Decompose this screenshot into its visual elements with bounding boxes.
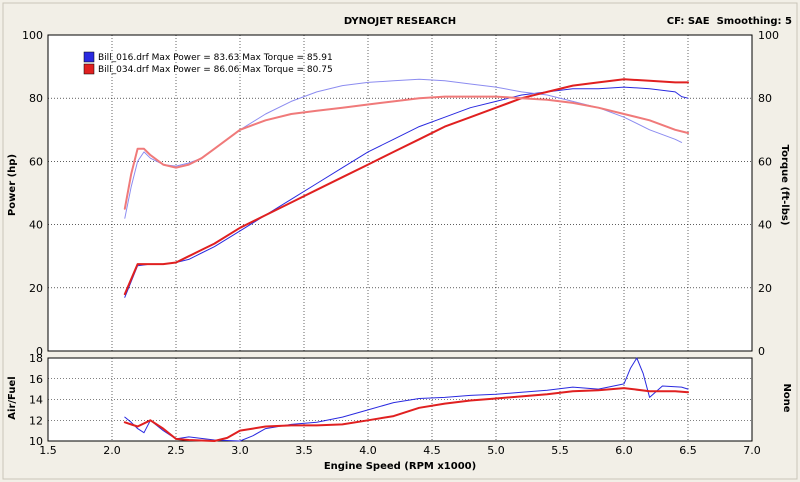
airfuel-y-tick-label: 14 xyxy=(29,394,43,407)
x-tick-label: 2.5 xyxy=(167,444,185,457)
x-tick-label: 2.0 xyxy=(103,444,121,457)
x-tick-label: 3.5 xyxy=(295,444,313,457)
legend-label-bill-016: Bill_016.drf Max Power = 83.63 Max Torqu… xyxy=(98,53,333,63)
legend: Bill_016.drf Max Power = 83.63 Max Torqu… xyxy=(83,51,333,75)
x-tick-label: 4.5 xyxy=(423,444,441,457)
y-tick-label-right: 40 xyxy=(758,219,772,232)
y-tick-label-right: 80 xyxy=(758,92,772,105)
main-power-line-bill-034 xyxy=(123,78,689,296)
y-tick-label-left: 0 xyxy=(36,345,43,358)
y-tick-label-left: 100 xyxy=(22,29,43,42)
y-tick-label-left: 20 xyxy=(29,282,43,295)
airfuel-y-tick-label: 12 xyxy=(29,414,43,427)
x-ticks: 1.5 2.0 2.5 3.0 3.5 4.0 4.5 5.0 5.5 6.0 6.5 7.0 xyxy=(39,444,761,457)
y-tick-label-left: 80 xyxy=(29,92,43,105)
main-plot-area xyxy=(47,34,753,352)
y-axis-right-label: Torque (ft-lbs) xyxy=(779,145,790,226)
airfuel-y-ticks: 10 12 14 16 18 xyxy=(29,352,43,448)
legend-swatch-bill-016 xyxy=(83,51,95,63)
chart-header-title: DYNOJET RESEARCH xyxy=(344,16,456,27)
airfuel-air_fuel-line-bill-034 xyxy=(123,387,689,442)
x-tick-label: 7.0 xyxy=(743,444,761,457)
legend-label-bill-034: Bill_034.drf Max Power = 86.06 Max Torqu… xyxy=(98,65,333,75)
x-axis-label: Engine Speed (RPM x1000) xyxy=(324,461,476,472)
legend-swatch-bill-034 xyxy=(83,63,95,75)
airfuel-grid xyxy=(48,358,752,441)
main-power-line-bill-016 xyxy=(124,86,689,298)
airfuel-air_fuel-line-bill-016 xyxy=(124,357,689,442)
y-tick-label-left: 40 xyxy=(29,219,43,232)
x-tick-label: 5.5 xyxy=(551,444,569,457)
x-tick-label: 6.5 xyxy=(679,444,697,457)
y-axis-lower-left-label: Air/Fuel xyxy=(7,376,18,419)
y-tick-label-right: 60 xyxy=(758,155,772,168)
main-series-group xyxy=(123,78,689,298)
y-tick-label-right: 0 xyxy=(758,345,765,358)
y-axis-left-label: Power (hp) xyxy=(7,154,18,216)
y-tick-label-right: 100 xyxy=(758,29,779,42)
airfuel-series-group xyxy=(123,357,689,442)
y-tick-label-left: 60 xyxy=(29,155,43,168)
main-y-ticks-left: 0 20 40 60 80 100 xyxy=(22,29,43,358)
x-tick-label: 1.5 xyxy=(39,444,57,457)
main-grid xyxy=(48,35,752,351)
airfuel-y-tick-label: 16 xyxy=(29,373,43,386)
airfuel-y-tick-label: 10 xyxy=(29,435,43,448)
airfuel-y-tick-label: 18 xyxy=(29,352,43,365)
chart-header-info: CF: SAE Smoothing: 5 xyxy=(667,16,792,27)
y-axis-lower-right-label: None xyxy=(781,383,792,412)
main-y-ticks-right: 0 20 40 60 80 100 xyxy=(758,29,779,358)
x-tick-label: 4.0 xyxy=(359,444,377,457)
y-tick-label-right: 20 xyxy=(758,282,772,295)
x-tick-label: 5.0 xyxy=(487,444,505,457)
x-tick-label: 6.0 xyxy=(615,444,633,457)
x-tick-label: 3.0 xyxy=(231,444,249,457)
main-torque-line-bill-034 xyxy=(123,95,689,210)
